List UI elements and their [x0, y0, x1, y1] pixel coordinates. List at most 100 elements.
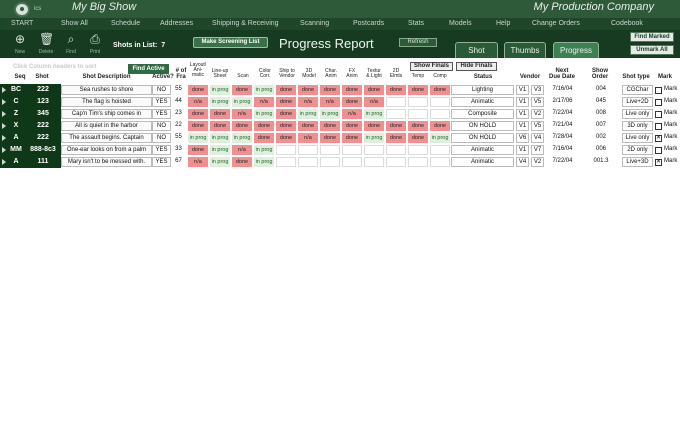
stage-fx-anim-cell[interactable]: done [342, 121, 362, 131]
col-header-color[interactable]: Color Corr. [259, 68, 271, 79]
stage-ship-cell[interactable]: done [276, 109, 296, 119]
stage-comp-cell[interactable]: in prog [430, 133, 450, 143]
stage-lineup-cell[interactable]: done [210, 121, 230, 131]
shot-type-cell[interactable]: 3D only [622, 121, 653, 131]
stage-comp-cell[interactable] [430, 157, 450, 167]
vendor-cell[interactable]: V1 [516, 121, 529, 131]
stage-temp-cell[interactable] [408, 109, 428, 119]
col-header-seq[interactable]: Seq [14, 74, 26, 80]
version-cell[interactable]: V3 [531, 85, 544, 95]
hide-finals-button[interactable]: Hide Finals [456, 62, 497, 71]
seq-shot-block[interactable]: A 111 [0, 156, 61, 168]
seq-shot-block[interactable]: MM 888-8c3 [0, 144, 61, 156]
stage-layout-cell[interactable]: done [188, 121, 208, 131]
stage-model3d-cell[interactable] [298, 157, 318, 167]
col-header-show-order[interactable]: Show Order [591, 68, 609, 80]
make-screening-list-button[interactable]: Make Screening List [193, 37, 268, 48]
status-cell[interactable]: Lighting [451, 85, 514, 95]
stage-fx-anim-cell[interactable]: done [342, 97, 362, 107]
stage-color-cell[interactable]: in prog [254, 109, 274, 119]
stage-char-anim-cell[interactable]: done [320, 133, 340, 143]
stage-model3d-cell[interactable]: n/a [298, 97, 318, 107]
find-active-button[interactable]: Find Active [128, 64, 169, 74]
stage-color-cell[interactable]: in prog [254, 157, 274, 167]
col-header-2d-elements[interactable]: 2D Elmts [389, 68, 403, 79]
stage-texture-cell[interactable]: done [364, 85, 384, 95]
stage-comp-cell[interactable]: done [430, 121, 450, 131]
stage-lineup-cell[interactable]: in prog [210, 133, 230, 143]
stage-temp-cell[interactable]: done [408, 121, 428, 131]
stage-comp-cell[interactable]: done [430, 85, 450, 95]
vendor-cell[interactable]: V4 [516, 157, 529, 167]
mark-checkbox[interactable] [655, 99, 662, 106]
nav-help[interactable]: Help [496, 20, 511, 27]
vendor-cell[interactable]: V1 [516, 97, 529, 107]
stage-ship-cell[interactable]: done [276, 85, 296, 95]
vendor-cell[interactable]: V6 [516, 133, 529, 143]
shot-type-cell[interactable]: 2D only [622, 145, 653, 155]
status-cell[interactable]: ON HOLD [451, 121, 514, 131]
stage-scan-cell[interactable]: n/a [232, 145, 252, 155]
col-header-lineup[interactable]: Line-up Sheet [211, 68, 229, 79]
unmark-all-button[interactable]: Unmark All [630, 45, 674, 55]
stage-char-anim-cell[interactable]: in prog [320, 109, 340, 119]
status-cell[interactable]: Animatic [451, 157, 514, 167]
active-cell[interactable]: YES [152, 145, 171, 155]
col-header-scan[interactable]: Scan [237, 73, 249, 79]
stage-temp-cell[interactable]: done [408, 85, 428, 95]
stage-2d-elements-cell[interactable] [386, 157, 406, 167]
stage-ship-cell[interactable]: done [276, 121, 296, 131]
tab-thumbs[interactable]: Thumbs [504, 42, 546, 58]
col-header-ship[interactable]: Ship to Vendor [279, 68, 295, 79]
version-cell[interactable]: V5 [531, 97, 544, 107]
col-header-shot[interactable]: Shot [35, 74, 49, 80]
description-cell[interactable]: One-ear looks on from a palm [61, 145, 152, 155]
status-cell[interactable]: Composite [451, 109, 514, 119]
stage-texture-cell[interactable] [364, 157, 384, 167]
table-row[interactable]: A 222 The assault begins. Captain NO 55 in pr… [0, 132, 680, 144]
seq-shot-block[interactable]: C 123 [0, 96, 61, 108]
table-row[interactable]: BC 222 Sea rushes to shore NO 55 done in prog d… [0, 84, 680, 96]
seq-shot-block[interactable]: BC 222 [0, 84, 61, 96]
shot-type-cell[interactable]: CGChar [622, 85, 653, 95]
seq-shot-block[interactable]: A 222 [0, 132, 61, 144]
stage-char-anim-cell[interactable] [320, 157, 340, 167]
stage-lineup-cell[interactable]: in prog [210, 145, 230, 155]
col-header-texture[interactable]: Textur & Light [366, 68, 382, 79]
stage-scan-cell[interactable]: done [232, 121, 252, 131]
tab-progress[interactable]: Progress [553, 42, 599, 58]
col-header-shot-type[interactable]: Shot type [622, 74, 650, 80]
stage-lineup-cell[interactable]: in prog [210, 157, 230, 167]
stage-2d-elements-cell[interactable]: done [386, 133, 406, 143]
tab-shot[interactable]: Shot [455, 42, 498, 58]
delete-button[interactable]: 🗑 Delete [38, 32, 55, 55]
version-cell[interactable]: V2 [531, 157, 544, 167]
stage-lineup-cell[interactable]: in prog [210, 85, 230, 95]
mark-checkbox[interactable] [655, 123, 662, 130]
col-header-active[interactable]: Active? [152, 74, 174, 80]
stage-model3d-cell[interactable] [298, 145, 318, 155]
refresh-button[interactable]: Refresh [399, 38, 437, 47]
stage-temp-cell[interactable] [408, 97, 428, 107]
active-cell[interactable]: YES [152, 109, 171, 119]
mark-checkbox[interactable]: ✕ [655, 159, 662, 166]
stage-temp-cell[interactable]: done [408, 133, 428, 143]
stage-texture-cell[interactable]: done [364, 121, 384, 131]
stage-color-cell[interactable]: done [254, 133, 274, 143]
stage-scan-cell[interactable]: done [232, 157, 252, 167]
nav-schedule[interactable]: Schedule [111, 20, 141, 27]
stage-texture-cell[interactable]: in prog [364, 133, 384, 143]
mark-checkbox[interactable]: ✕ [655, 135, 662, 142]
stage-scan-cell[interactable]: in prog [232, 97, 252, 107]
stage-model3d-cell[interactable]: done [298, 85, 318, 95]
stage-layout-cell[interactable]: in prog [188, 133, 208, 143]
status-cell[interactable]: Animatic [451, 145, 514, 155]
table-row[interactable]: A 111 Mary isn't to be messed with. YES 67 n/… [0, 156, 680, 168]
stage-char-anim-cell[interactable]: done [320, 85, 340, 95]
col-header-temp[interactable]: Temp [411, 73, 425, 79]
stage-ship-cell[interactable]: done [276, 97, 296, 107]
table-row[interactable]: X 222 All is quiet in the harbor NO 22 done do… [0, 120, 680, 132]
shot-type-cell[interactable]: Live only [622, 133, 653, 143]
description-cell[interactable]: The flag is hoisted [61, 97, 152, 107]
col-header-frames[interactable]: # of Fra [175, 68, 187, 80]
